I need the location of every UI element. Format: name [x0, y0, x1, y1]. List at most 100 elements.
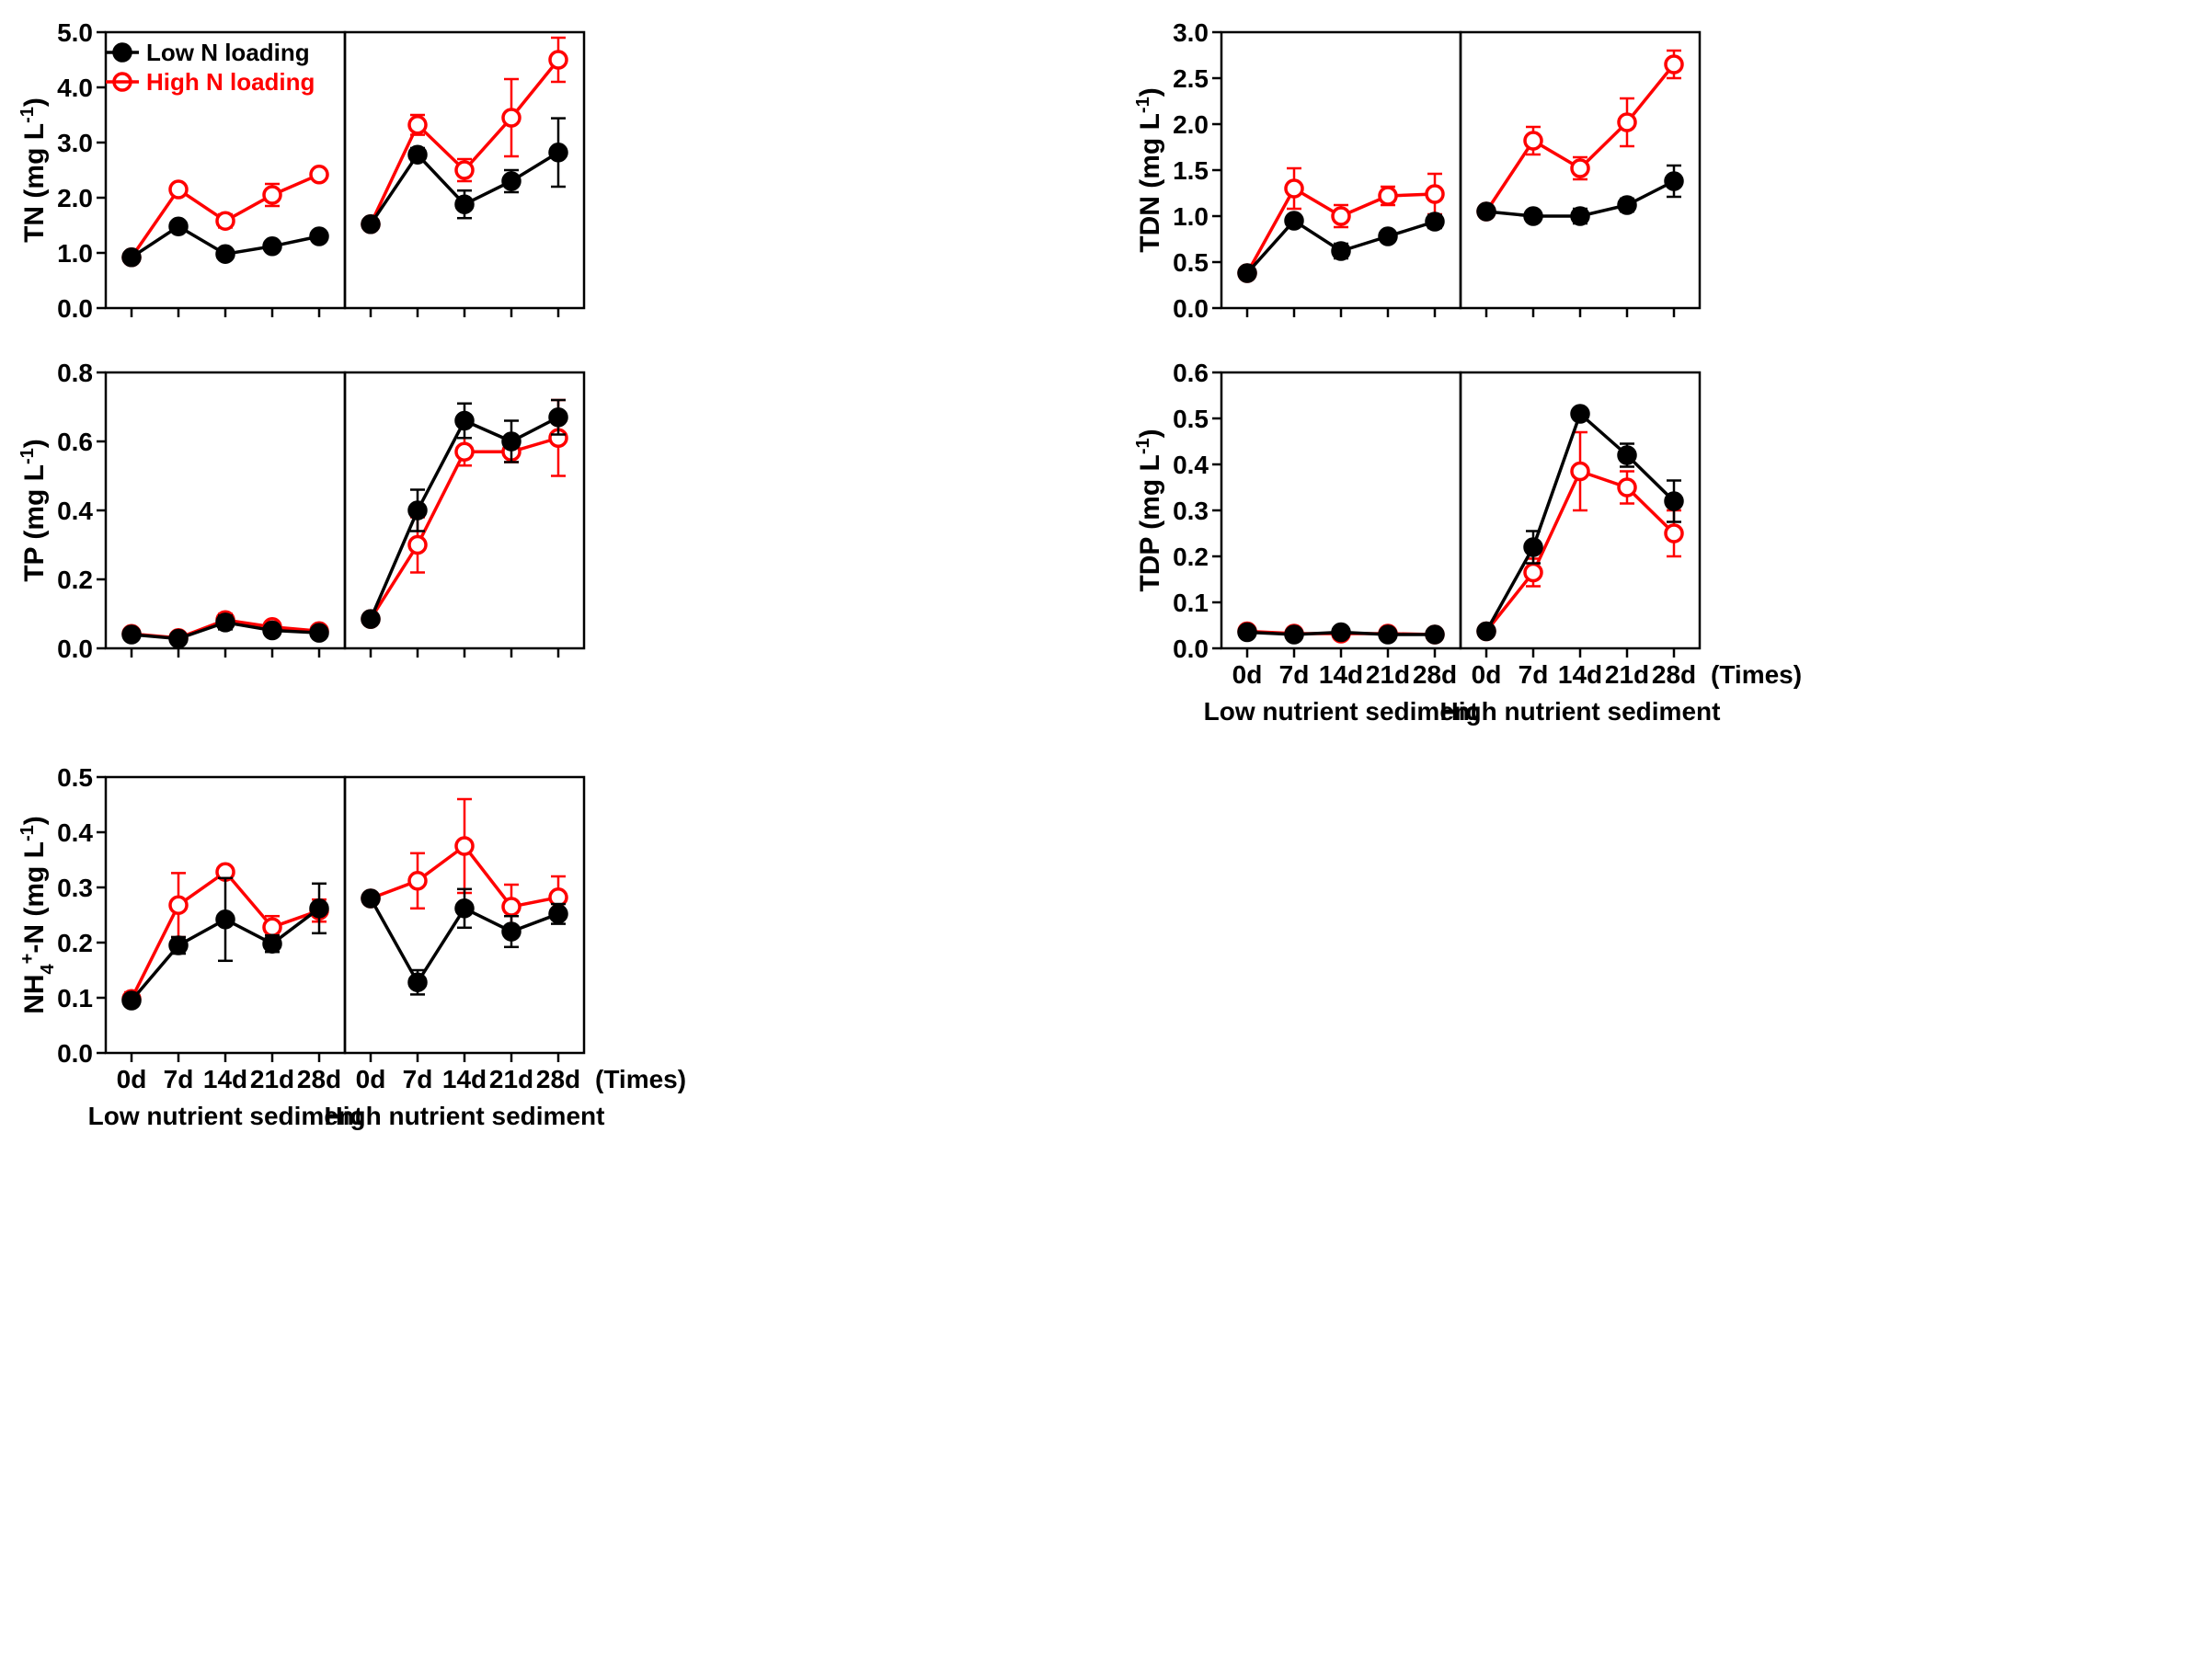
marker-low [1427, 213, 1443, 230]
y-tick-label: 0.8 [57, 359, 93, 387]
series-line [1486, 64, 1674, 212]
panel-TDN: 0.00.51.01.52.02.53.0TDN (mg L-1) [1134, 18, 2195, 331]
marker-high [456, 838, 473, 854]
marker-low [362, 890, 379, 907]
y-tick-label: 0.1 [57, 984, 93, 1012]
marker-low [311, 900, 327, 917]
marker-low [311, 624, 327, 641]
marker-low [503, 433, 520, 450]
marker-low [123, 626, 140, 643]
marker-low [1380, 228, 1396, 245]
y-tick-label: 0.6 [57, 428, 93, 456]
marker-high [409, 537, 426, 554]
marker-low [1478, 203, 1495, 220]
x-group-right: High nutrient sediment [325, 1102, 605, 1130]
y-axis-label: TDN (mg L-1) [1134, 87, 1165, 252]
marker-low [264, 935, 281, 952]
marker-low [550, 409, 567, 426]
y-tick-label: 0.3 [57, 874, 93, 902]
panel-TDP: 0.00.10.20.30.40.50.6TDP (mg L-1)0d7d14d… [1134, 359, 2195, 736]
marker-low [362, 611, 379, 627]
x-tick-label: 0d [1471, 660, 1501, 689]
y-tick-label: 0.0 [57, 635, 93, 663]
marker-low [456, 196, 473, 212]
panel-TP: 0.00.20.40.60.8TP (mg L-1) [18, 359, 1079, 736]
x-group-right: High nutrient sediment [1439, 697, 1720, 726]
y-tick-label: 2.0 [1173, 110, 1209, 139]
x-tick-label: 21d [1365, 660, 1409, 689]
marker-low [170, 218, 187, 234]
marker-low [311, 228, 327, 245]
times-label: (Times) [595, 1065, 686, 1093]
x-tick-label: 7d [1278, 660, 1309, 689]
marker-high [1619, 114, 1635, 131]
marker-low [1333, 243, 1349, 259]
times-label: (Times) [1711, 660, 1802, 689]
x-tick-label: 14d [1318, 660, 1362, 689]
x-tick-label: 7d [1518, 660, 1548, 689]
marker-low [264, 623, 281, 639]
x-tick-label: 14d [1557, 660, 1601, 689]
marker-high [503, 109, 520, 126]
x-tick-label: 28d [1651, 660, 1695, 689]
y-tick-label: 0.4 [57, 497, 93, 525]
marker-low [217, 911, 234, 928]
marker-high [1572, 160, 1588, 177]
x-tick-label: 14d [203, 1065, 247, 1093]
y-axis-label: NH4+-N (mg L-1) [18, 816, 58, 1014]
marker-low [217, 246, 234, 262]
marker-low [550, 906, 567, 922]
marker-high [1666, 525, 1682, 542]
y-tick-label: 0.6 [1173, 359, 1209, 387]
marker-high [1525, 565, 1542, 581]
x-tick-label: 28d [297, 1065, 341, 1093]
marker-low [409, 146, 426, 163]
marker-low [1427, 626, 1443, 643]
marker-low [1619, 447, 1635, 463]
marker-high [550, 51, 567, 68]
marker-low [123, 249, 140, 266]
y-tick-label: 0.3 [1173, 497, 1209, 525]
marker-low [1666, 493, 1682, 509]
marker-low [503, 923, 520, 940]
x-tick-label: 21d [1604, 660, 1648, 689]
x-tick-label: 0d [117, 1065, 147, 1093]
marker-high [456, 443, 473, 460]
y-tick-label: 0.2 [1173, 543, 1209, 571]
y-tick-label: 0.5 [1173, 405, 1209, 433]
y-tick-label: 0.0 [1173, 635, 1209, 663]
y-tick-label: 0.2 [57, 566, 93, 594]
marker-low [1286, 212, 1302, 229]
marker-high [409, 117, 426, 133]
marker-low [1619, 197, 1635, 213]
x-tick-label: 21d [250, 1065, 294, 1093]
x-tick-label: 21d [489, 1065, 533, 1093]
x-tick-label: 0d [1232, 660, 1262, 689]
marker-low [170, 937, 187, 954]
marker-low [1478, 623, 1495, 640]
panel-TN: 0.01.02.03.04.05.0TN (mg L-1)Low N loadi… [18, 18, 1079, 331]
y-tick-label: 0.0 [57, 1039, 93, 1068]
marker-low [1333, 624, 1349, 641]
marker-low [1286, 626, 1302, 643]
marker-high [1619, 479, 1635, 496]
y-tick-label: 1.0 [57, 239, 93, 268]
y-tick-label: 1.5 [1173, 156, 1209, 185]
legend-high-label: High N loading [146, 68, 315, 96]
marker-low [1525, 208, 1542, 224]
y-tick-label: 2.0 [57, 184, 93, 212]
y-tick-label: 3.0 [1173, 18, 1209, 47]
marker-low [362, 216, 379, 233]
marker-low [1572, 406, 1588, 422]
marker-high [1286, 180, 1302, 197]
marker-high [456, 162, 473, 178]
marker-high [503, 898, 520, 915]
marker-low [550, 144, 567, 161]
marker-low [456, 413, 473, 429]
marker-high [409, 873, 426, 889]
y-tick-label: 0.0 [57, 294, 93, 323]
marker-high [1525, 132, 1542, 149]
marker-high [170, 181, 187, 198]
marker-low [1572, 208, 1588, 224]
marker-high [1572, 463, 1588, 480]
